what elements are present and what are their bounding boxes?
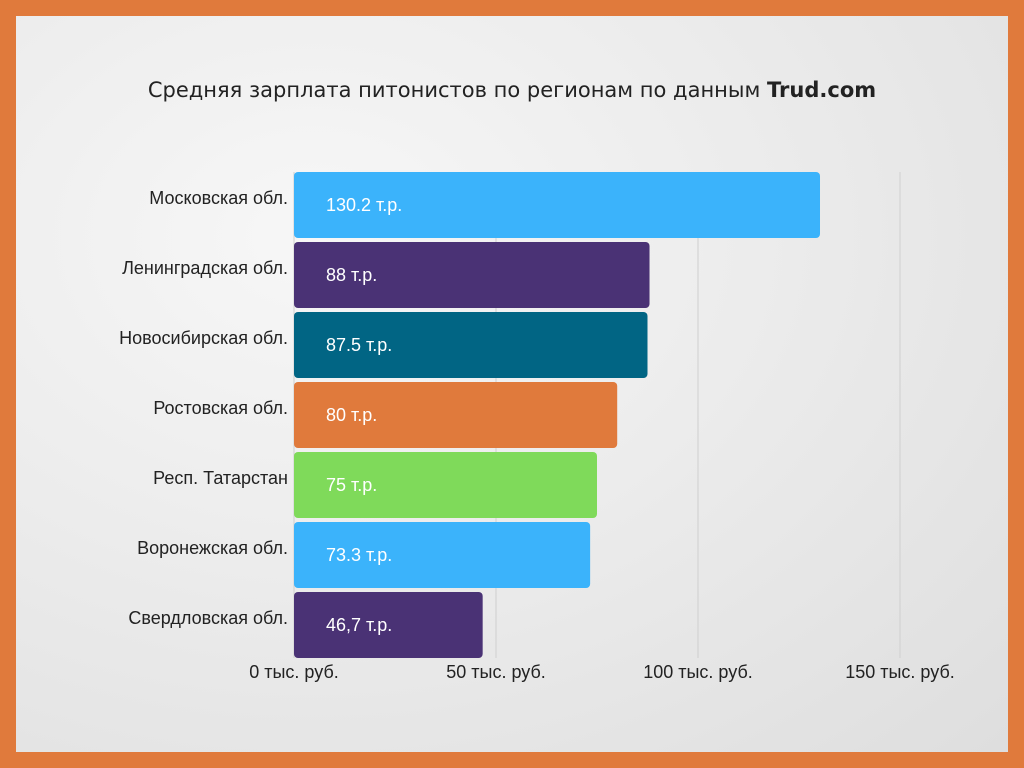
bar-1: [294, 242, 650, 308]
category-label-3: Ростовская обл.: [153, 398, 288, 418]
category-label-4: Респ. Татарстан: [153, 468, 288, 488]
bar-value-label-3: 80 т.р.: [326, 405, 377, 425]
bar-3: [294, 382, 618, 448]
chart-title-brand: Trud.com: [767, 78, 877, 102]
bar-value-label-4: 75 т.р.: [326, 475, 377, 495]
bar-value-label-1: 88 т.р.: [326, 265, 377, 285]
x-tick-label-2: 100 тыс. руб.: [643, 662, 753, 682]
bar-4: [294, 452, 597, 518]
chart-title: Средняя зарплата питонистов по регионам …: [0, 78, 1024, 102]
bar-2: [294, 312, 648, 378]
x-tick-label-3: 150 тыс. руб.: [845, 662, 955, 682]
bar-value-label-6: 46,7 т.р.: [326, 615, 392, 635]
category-label-2: Новосибирская обл.: [119, 328, 288, 348]
category-label-1: Ленинградская обл.: [122, 258, 288, 278]
x-tick-label-1: 50 тыс. руб.: [446, 662, 546, 682]
category-label-6: Свердловская обл.: [128, 608, 288, 628]
bar-6: [294, 592, 483, 658]
category-label-0: Московская обл.: [149, 188, 288, 208]
x-tick-label-0: 0 тыс. руб.: [249, 662, 339, 682]
chart-title-text: Средняя зарплата питонистов по регионам …: [147, 78, 761, 102]
bar-value-label-2: 87.5 т.р.: [326, 335, 392, 355]
bar-0: [294, 172, 821, 238]
category-label-5: Воронежская обл.: [137, 538, 288, 558]
bar-value-label-5: 73.3 т.р.: [326, 545, 392, 565]
bar-value-label-0: 130.2 т.р.: [326, 195, 402, 215]
bar-5: [294, 522, 591, 588]
